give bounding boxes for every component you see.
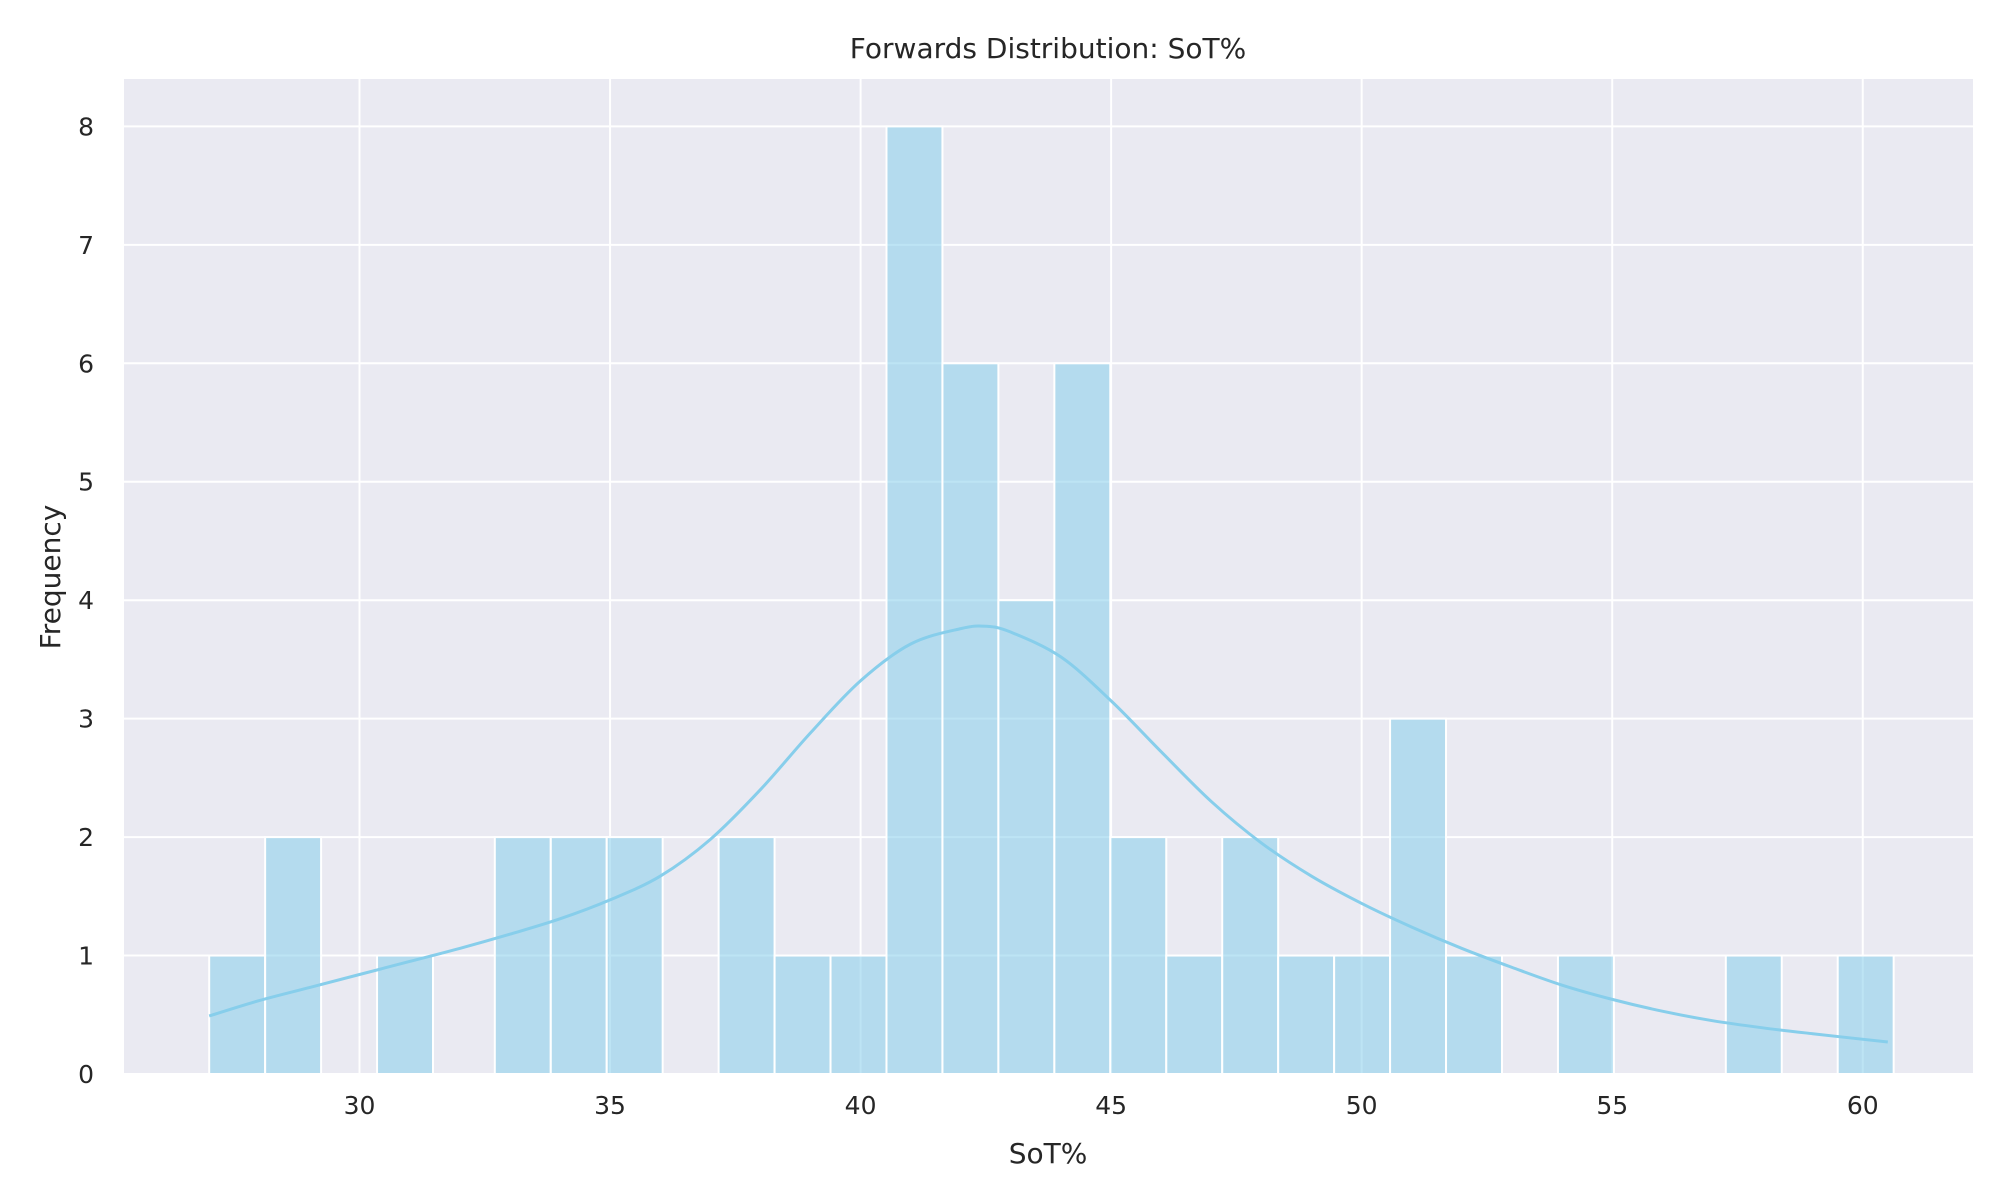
y-tick-label: 1 <box>78 942 94 971</box>
x-axis-label: SoT% <box>1009 1137 1088 1170</box>
histogram-bar <box>1556 954 1615 1075</box>
histogram-bar <box>773 954 832 1075</box>
histogram-bar <box>264 836 323 1075</box>
histogram-bar <box>1836 954 1895 1075</box>
histogram-bar <box>1389 717 1448 1076</box>
histogram-bar <box>997 599 1056 1075</box>
kde-curve <box>208 624 1888 1044</box>
histogram-bar <box>1165 954 1224 1075</box>
histogram-bars <box>208 125 1895 1076</box>
y-tick-labels: 0 1 2 3 4 5 6 7 8 <box>78 112 94 1089</box>
x-tick-label: 40 <box>845 1091 877 1120</box>
histogram-bar <box>605 836 664 1075</box>
chart-title: Forwards Distribution: SoT% <box>850 32 1246 65</box>
histogram-bar <box>549 836 608 1075</box>
histogram-bar <box>1109 836 1168 1075</box>
x-tick-label: 50 <box>1346 1091 1378 1120</box>
histogram-bar <box>717 836 776 1075</box>
x-tick-label: 60 <box>1847 1091 1879 1120</box>
y-tick-label: 5 <box>78 468 94 497</box>
histogram-bar <box>1724 954 1783 1075</box>
histogram-bar <box>1221 836 1280 1075</box>
x-tick-label: 30 <box>344 1091 376 1120</box>
histogram-bar <box>885 125 944 1075</box>
y-tick-label: 8 <box>78 112 94 141</box>
histogram-bar <box>376 954 435 1075</box>
y-tick-label: 6 <box>78 349 94 378</box>
y-tick-label: 2 <box>78 823 94 852</box>
x-tick-label: 35 <box>594 1091 626 1120</box>
histogram-bar <box>1333 954 1392 1075</box>
histogram-bar <box>493 836 552 1075</box>
y-tick-label: 3 <box>78 705 94 734</box>
histogram-bar <box>1445 954 1503 1075</box>
y-tick-label: 0 <box>78 1060 94 1089</box>
y-tick-label: 7 <box>78 231 94 260</box>
y-tick-label: 4 <box>78 586 94 615</box>
histogram-bar <box>829 954 888 1075</box>
x-tick-label: 55 <box>1596 1091 1628 1120</box>
x-tick-labels: 30 35 40 45 50 55 60 <box>344 1091 1879 1120</box>
histogram-bar <box>1053 362 1112 1075</box>
histogram-bar <box>941 362 1000 1075</box>
y-axis-label: Frequency <box>34 505 67 650</box>
histogram-bar <box>1277 954 1336 1075</box>
x-tick-label: 45 <box>1095 1091 1127 1120</box>
histogram-bar <box>208 954 267 1075</box>
